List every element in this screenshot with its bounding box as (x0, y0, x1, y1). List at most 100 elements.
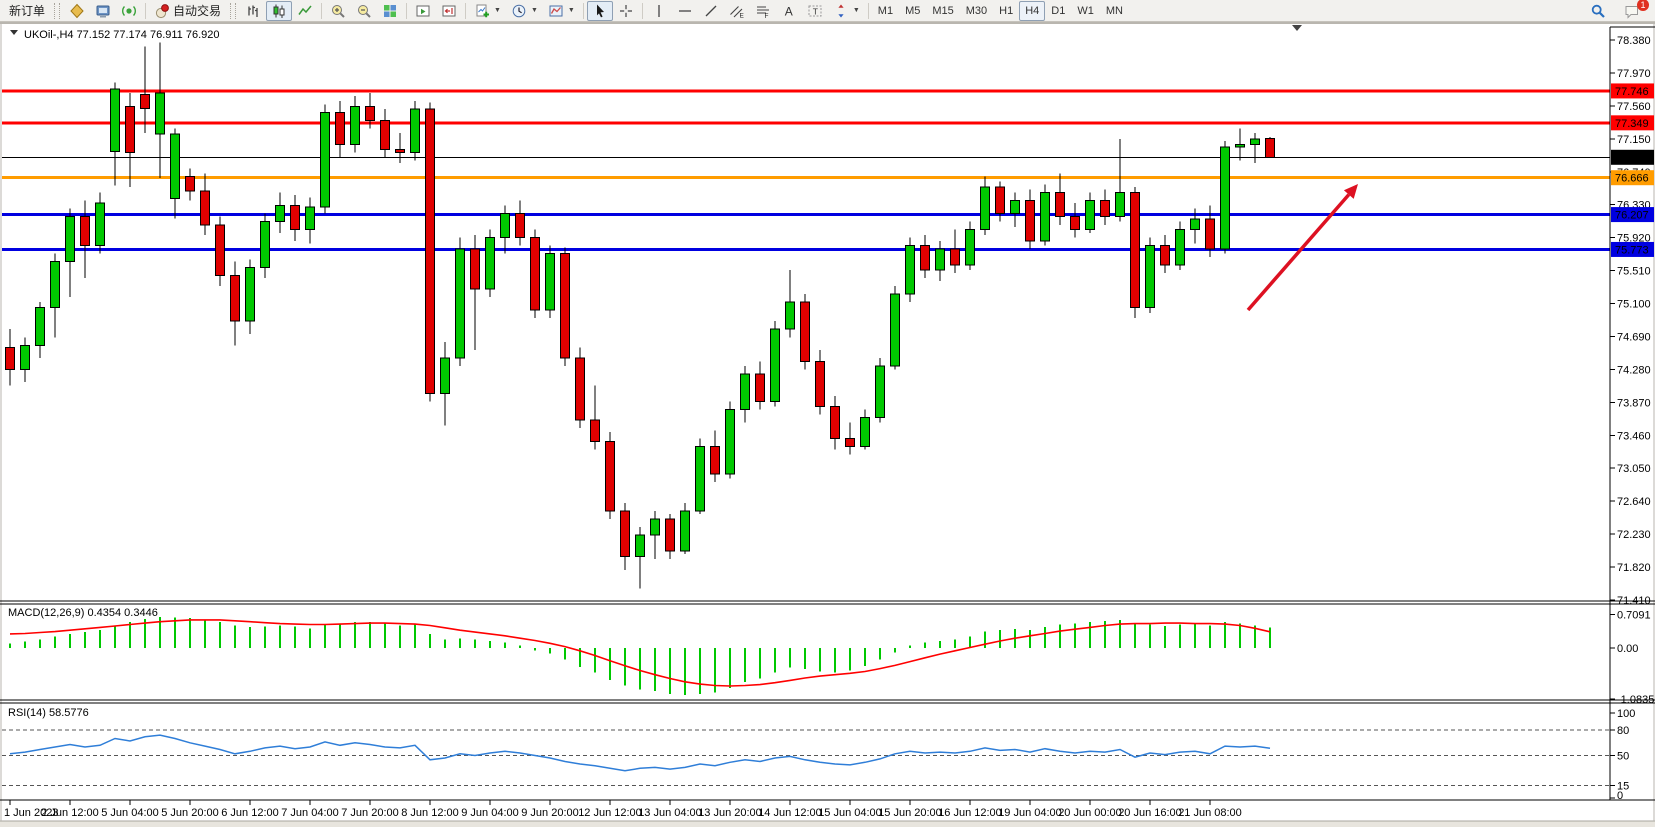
candle-body (455, 248, 465, 359)
candle-body (110, 88, 120, 153)
candle-body (935, 248, 945, 271)
candle-body (140, 94, 150, 109)
chart-shift-icon[interactable] (436, 1, 462, 21)
timeframe-w1[interactable]: W1 (1077, 4, 1094, 17)
chart-ohlc: 77.152 77.174 76.911 76.920 (77, 29, 220, 41)
search-icon[interactable] (1585, 1, 1611, 21)
candle-body (275, 205, 285, 223)
notification-badge: 1 (1637, 0, 1649, 11)
candle-body (485, 237, 495, 290)
time-axis-label: 20 Jun 00:00 (1058, 807, 1122, 819)
market-watch-icon[interactable] (64, 1, 90, 21)
candle-body (560, 253, 570, 359)
candle-body (290, 205, 300, 231)
arrows-icon[interactable]: ▼ (828, 1, 865, 21)
price-axis-label: 73.460 (1617, 430, 1651, 442)
text-icon[interactable]: A (776, 1, 802, 21)
price-axis-label: 71.410 (1617, 595, 1651, 607)
svg-text:T: T (813, 6, 818, 16)
timeframe-h4[interactable]: H4 (1019, 0, 1046, 21)
candle-body (320, 111, 330, 208)
candle-body (1130, 192, 1140, 309)
candle-body (1085, 200, 1095, 231)
candle-body (1115, 192, 1125, 218)
candle-body (530, 237, 540, 311)
terminal-icon[interactable] (90, 1, 116, 21)
candle-body (305, 206, 315, 231)
horizontal-line-icon[interactable] (672, 1, 698, 21)
candle-body (710, 446, 720, 475)
macd-panel (9, 617, 1271, 695)
periods-icon[interactable]: ▼ (506, 1, 543, 21)
candle-body (620, 510, 630, 558)
chevron-down-icon[interactable]: ▼ (567, 7, 575, 14)
trend-arrow-annotation[interactable] (1246, 193, 1351, 312)
crosshair-icon[interactable] (613, 1, 639, 21)
candle-body (335, 111, 345, 145)
zoom-out-icon[interactable] (351, 1, 377, 21)
add-indicator-icon[interactable]: ▼ (469, 1, 506, 21)
fibonacci-icon[interactable]: F (750, 1, 776, 21)
price-axis-label: 73.050 (1617, 463, 1651, 475)
signals-icon[interactable] (116, 1, 142, 21)
time-axis-label: 1 Jun 2023 (4, 807, 58, 819)
candle-body (665, 518, 675, 552)
candle-body (830, 405, 840, 439)
chevron-down-icon[interactable]: ▼ (530, 7, 538, 14)
candle-body (995, 186, 1005, 215)
autotrading-button[interactable]: 自动交易 (149, 1, 226, 21)
candle-body (650, 518, 660, 536)
candle-body (65, 216, 75, 263)
candle-body (215, 224, 225, 276)
timeframe-h1[interactable]: H1 (999, 4, 1014, 17)
new-order-button[interactable]: 新订单 (4, 1, 50, 21)
svg-text:E: E (739, 12, 744, 19)
candle-body (395, 148, 405, 153)
chart-shift-marker[interactable] (1292, 25, 1302, 31)
candle-body (965, 229, 975, 266)
time-axis-label: 15 Jun 04:00 (818, 807, 882, 819)
tile-windows-icon[interactable] (377, 1, 403, 21)
zoom-in-icon[interactable] (325, 1, 351, 21)
vertical-line-icon[interactable] (646, 1, 672, 21)
time-axis-label: 21 Jun 08:00 (1178, 807, 1242, 819)
timeframe-m1[interactable]: M1 (877, 4, 894, 17)
trendline-icon[interactable] (698, 1, 724, 21)
candle-body (845, 437, 855, 448)
line-chart-icon[interactable] (292, 1, 318, 21)
text-label-icon[interactable]: T (802, 1, 828, 21)
price-axis-label: 77.150 (1617, 134, 1651, 146)
timeframe-m5[interactable]: M5 (905, 4, 921, 17)
toolbar-handle (54, 2, 61, 19)
chevron-down-icon[interactable]: ▼ (852, 7, 860, 14)
auto-scroll-icon[interactable] (410, 1, 436, 21)
toolbar-separator (582, 2, 584, 19)
price-axis-label: 72.230 (1617, 529, 1651, 541)
cursor-icon[interactable] (586, 0, 613, 21)
price-axis-label: 77.970 (1617, 68, 1651, 80)
chevron-down-icon[interactable]: ▼ (494, 7, 501, 14)
candle-body (1025, 200, 1035, 242)
bar-chart-icon[interactable] (240, 1, 266, 21)
candlestick-chart-icon[interactable] (266, 0, 293, 21)
candle-body (470, 248, 480, 290)
equidistant-channel-icon[interactable]: E (724, 1, 750, 21)
candle-body (50, 261, 60, 309)
candle-body (1160, 245, 1170, 266)
symbol-dropdown-icon[interactable] (10, 30, 18, 35)
price-axis-label: 77.560 (1617, 101, 1651, 113)
candle-body (575, 357, 585, 421)
time-axis-label: 5 Jun 04:00 (101, 807, 159, 819)
timeframe-m15[interactable]: M15 (932, 4, 954, 17)
price-tag-label: 76.920 (1615, 152, 1649, 164)
time-axis-label: 6 Jun 12:00 (221, 807, 279, 819)
timeframe-m30[interactable]: M30 (965, 4, 988, 17)
candle-body (890, 293, 900, 367)
candle-body (605, 441, 615, 512)
candle-body (80, 216, 90, 247)
timeframe-d1[interactable]: D1 (1051, 4, 1066, 17)
price-tag-label: 77.746 (1615, 86, 1649, 98)
templates-icon[interactable]: ▼ (543, 1, 580, 21)
timeframe-mn[interactable]: MN (1105, 4, 1123, 17)
macd-signal-line (9, 619, 1271, 687)
